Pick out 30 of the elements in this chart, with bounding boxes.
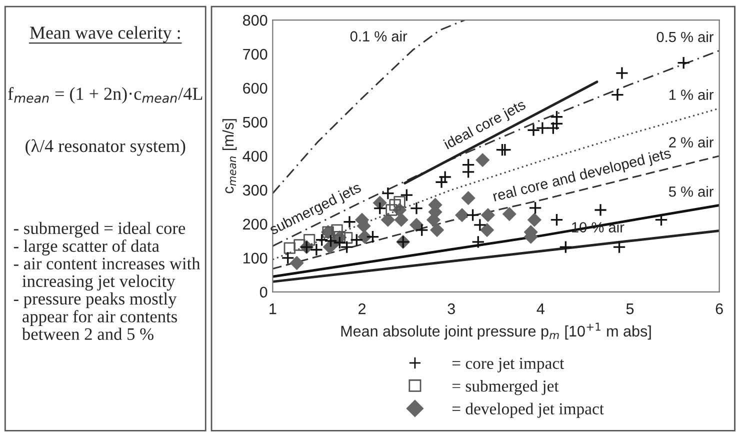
annotation: 0.1 % air: [350, 30, 408, 42]
x-tick-label: 5: [626, 304, 634, 314]
y-tick-label: 500: [242, 116, 268, 128]
x-tick-label: 1: [270, 304, 276, 314]
x-tick-label: 3: [448, 303, 455, 314]
text: (λ/4 resonator system): [26, 139, 186, 156]
annotation: 2 % air: [669, 136, 714, 148]
x-tick-label: 6: [716, 303, 723, 314]
x-tick-label: 2: [358, 303, 366, 314]
text: f$_{mean}$ = (1 + 2n)·c$_{mean}$/4L: [8, 87, 202, 104]
annotation: 1 % air: [669, 89, 714, 100]
legend-label: = core jet impact: [452, 358, 564, 372]
annotation: 5 % air: [668, 186, 714, 197]
y-axis-title: c$_{mean}$ [m/s]: [222, 119, 237, 194]
y-tick-label: 100: [244, 252, 268, 264]
x-tick-label: 4: [536, 304, 544, 314]
y-tick-label: 200: [243, 218, 268, 230]
x-axis-title: Mean absolute joint pressure p$_{m}$ [10$^{+1}$ m abs]: [341, 322, 651, 340]
text: Mean wave celerity :: [30, 26, 180, 43]
y-tick-label: 300: [242, 184, 268, 196]
annotation: ideal core jets: [443, 98, 528, 152]
y-tick-label: 600: [243, 82, 268, 94]
y-tick-label: 700: [243, 48, 268, 60]
annotation: 0.5 % air: [656, 31, 714, 42]
legend-label: = developed jet impact: [452, 402, 604, 418]
text: - submerged = ideal core - large scatter of data - air content increases with increasing jet velocity - pressure peaks mostly appear for air contents between 2 and 5 %: [14, 222, 200, 340]
y-tick-label: 400: [242, 150, 268, 162]
y-tick-label: 800: [243, 14, 268, 26]
y-tick-label: 0: [260, 286, 268, 298]
legend-label: = submerged jet: [452, 380, 559, 396]
